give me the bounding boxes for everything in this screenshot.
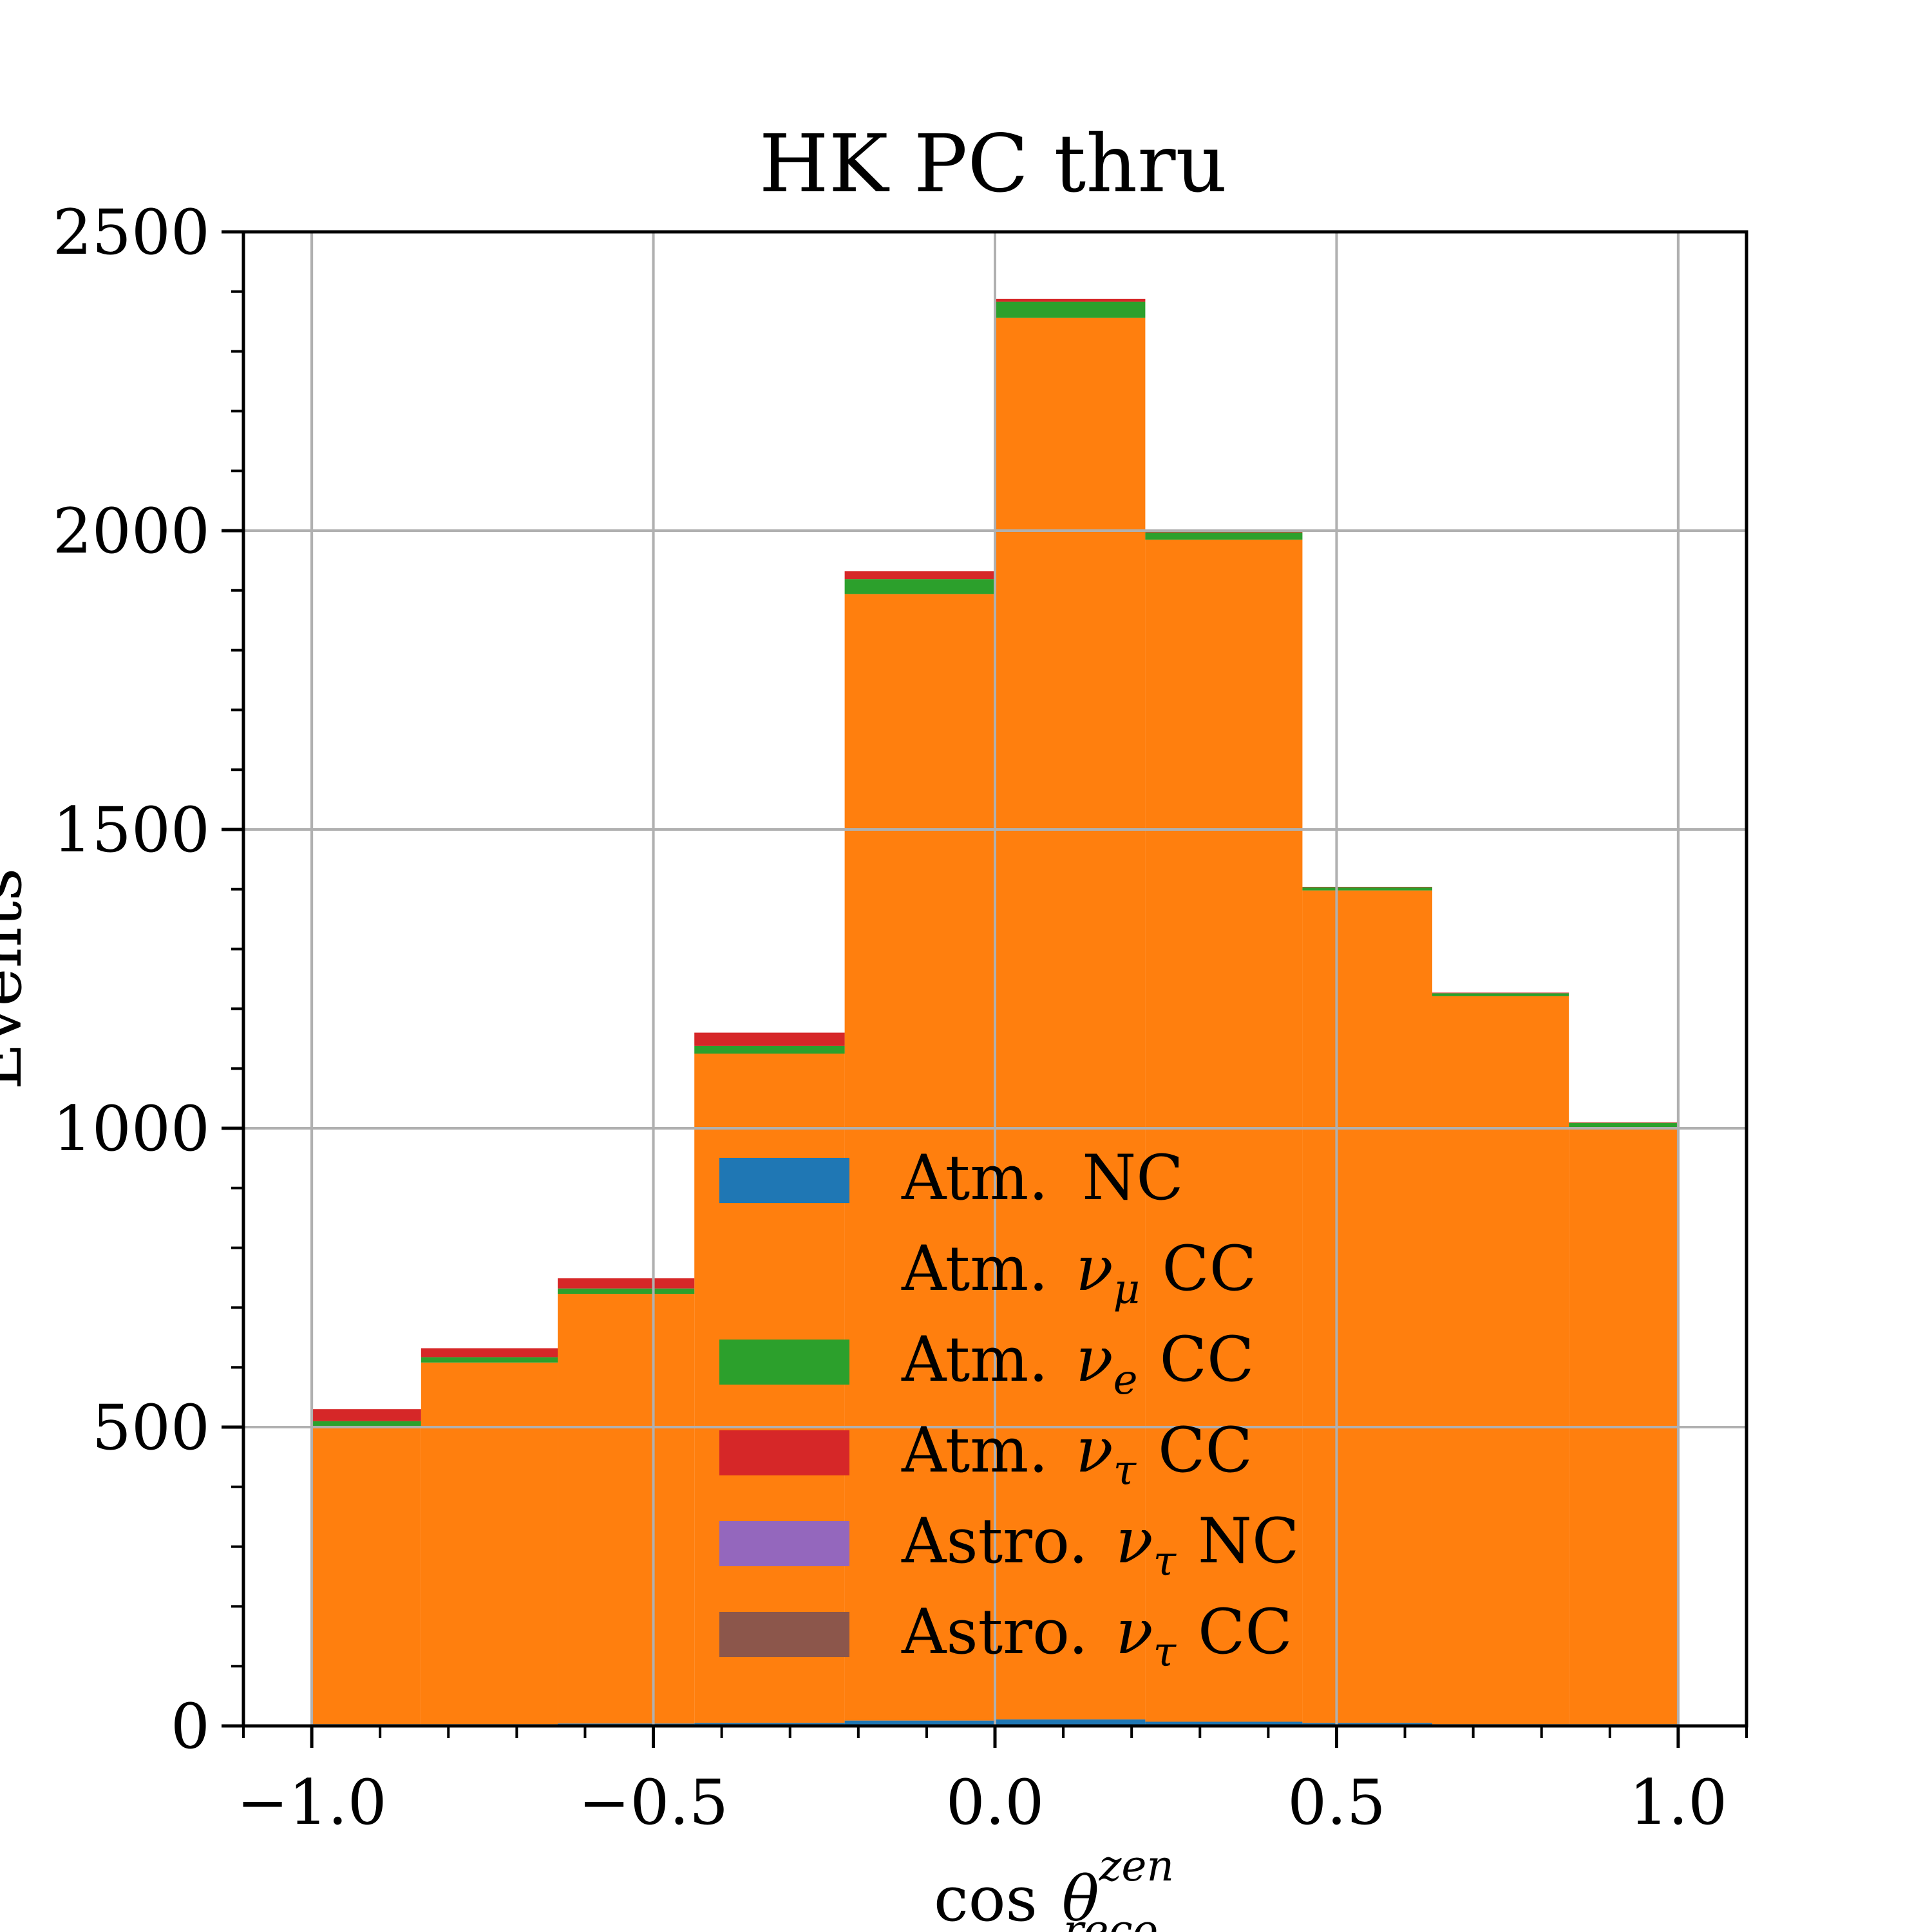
bar-segment-2-4 xyxy=(844,579,995,594)
bar-segment-1-7 xyxy=(1302,890,1432,1723)
bar-segment-2-1 xyxy=(421,1357,558,1363)
bar-segment-2-7 xyxy=(1302,887,1432,891)
y-tick-labels: 0 500 1000 1500 2000 2500 xyxy=(53,196,210,1763)
bar-segment-1-4 xyxy=(844,594,995,1721)
bar-segment-2-5 xyxy=(995,301,1146,318)
legend-label-suffix: CC xyxy=(1198,1596,1293,1668)
legend-label-suffix: CC xyxy=(1160,1323,1255,1396)
bar-segment-3-9 xyxy=(1569,1122,1678,1123)
legend-label-base: Astro. xyxy=(901,1596,1108,1668)
legend-label-base: Atm. xyxy=(901,1233,1068,1305)
bar-segment-3-0 xyxy=(312,1409,421,1421)
legend-label-suffix: CC xyxy=(1158,1414,1253,1486)
legend-label-subscript: τ xyxy=(1113,1447,1137,1495)
legend-label: Astro. ντ NC xyxy=(901,1505,1299,1586)
legend-label-subscript: τ xyxy=(1153,1629,1177,1676)
x-tick-label: −0.5 xyxy=(578,1766,728,1839)
bar-segment-2-2 xyxy=(558,1288,695,1294)
x-tick-labels: −1.0 −0.5 0.0 0.5 1.0 xyxy=(237,1766,1728,1839)
bar-segment-1-5 xyxy=(995,317,1146,1719)
bar-segment-2-8 xyxy=(1432,993,1569,996)
bar-segment-1-2 xyxy=(558,1294,695,1724)
bar-segment-2-0 xyxy=(312,1421,421,1427)
legend-label-subscript: μ xyxy=(1113,1265,1141,1313)
x-tick-label: 0.0 xyxy=(946,1766,1045,1839)
legend-label: Atm. νμ CC xyxy=(901,1233,1256,1313)
bar-segment-1-8 xyxy=(1432,996,1569,1725)
bar-segment-3-8 xyxy=(1432,992,1569,994)
legend-label: Atm. νe CC xyxy=(901,1323,1254,1404)
bar-segment-1-1 xyxy=(421,1362,558,1725)
x-tick-label: 0.5 xyxy=(1287,1766,1386,1839)
legend-swatch xyxy=(719,1521,849,1566)
legend-label: Atm. ντ CC xyxy=(901,1414,1253,1495)
y-tick-label: 500 xyxy=(92,1392,210,1464)
bar-segment-2-9 xyxy=(1569,1122,1678,1128)
bar-segment-0-5 xyxy=(995,1719,1146,1726)
y-tick-label: 1500 xyxy=(53,794,210,866)
legend-label: Atm. NC xyxy=(901,1142,1184,1214)
x-axis-label-subscript: reco xyxy=(1063,1906,1158,1932)
legend-label-subscript: τ xyxy=(1153,1538,1177,1586)
y-tick-label: 2500 xyxy=(53,196,210,269)
y-tick-label: 0 xyxy=(171,1690,210,1763)
x-tick-label: −1.0 xyxy=(237,1766,387,1839)
bar-segment-2-3 xyxy=(694,1045,845,1054)
x-axis-label-symbol: θ xyxy=(1062,1863,1099,1932)
x-axis-label-prefix: cos xyxy=(934,1863,1037,1932)
legend-label-nu: ν xyxy=(1075,1233,1113,1305)
bar-segment-3-2 xyxy=(558,1278,695,1289)
bar-segment-3-4 xyxy=(844,571,995,580)
legend-label-subscript: e xyxy=(1113,1356,1138,1404)
x-axis-label-superscript: zen xyxy=(1099,1841,1174,1891)
legend-label-base: Atm. xyxy=(901,1323,1068,1396)
bar-segment-2-6 xyxy=(1145,532,1303,540)
bar-segment-1-0 xyxy=(312,1427,421,1725)
legend-swatch xyxy=(719,1612,849,1657)
legend-swatch xyxy=(719,1158,849,1203)
chart-title: HK PC thru xyxy=(759,118,1227,211)
legend-swatch xyxy=(719,1430,849,1475)
bar-segment-3-1 xyxy=(421,1348,558,1358)
bar-segment-0-4 xyxy=(844,1720,995,1726)
legend-label: Astro. ντ CC xyxy=(901,1596,1293,1676)
x-axis-label: cos θzen reco xyxy=(934,1841,1174,1932)
bar-segment-3-3 xyxy=(694,1032,845,1046)
legend-label-nu: ν xyxy=(1075,1414,1113,1486)
legend-label-base: Atm. xyxy=(901,1142,1068,1214)
y-tick-label: 2000 xyxy=(53,495,210,567)
axis-ticks xyxy=(222,230,1748,1748)
bar-segment-3-5 xyxy=(995,298,1146,302)
legend-label-nu: ν xyxy=(1075,1323,1113,1396)
legend-label-suffix: CC xyxy=(1162,1233,1256,1305)
legend-label-nu: ν xyxy=(1115,1505,1153,1577)
x-tick-label: 1.0 xyxy=(1629,1766,1728,1839)
legend-label-nu: ν xyxy=(1115,1596,1153,1668)
legend-swatch xyxy=(719,1340,849,1385)
legend-label-suffix: NC xyxy=(1082,1142,1183,1214)
y-tick-label: 1000 xyxy=(53,1093,210,1165)
bar-segment-0-6 xyxy=(1145,1721,1303,1726)
legend-label-suffix: NC xyxy=(1198,1505,1299,1577)
bar-segment-1-6 xyxy=(1145,539,1303,1722)
y-axis-label: Events xyxy=(0,868,36,1090)
legend-label-base: Atm. xyxy=(901,1414,1068,1486)
legend-label-base: Astro. xyxy=(901,1505,1108,1577)
